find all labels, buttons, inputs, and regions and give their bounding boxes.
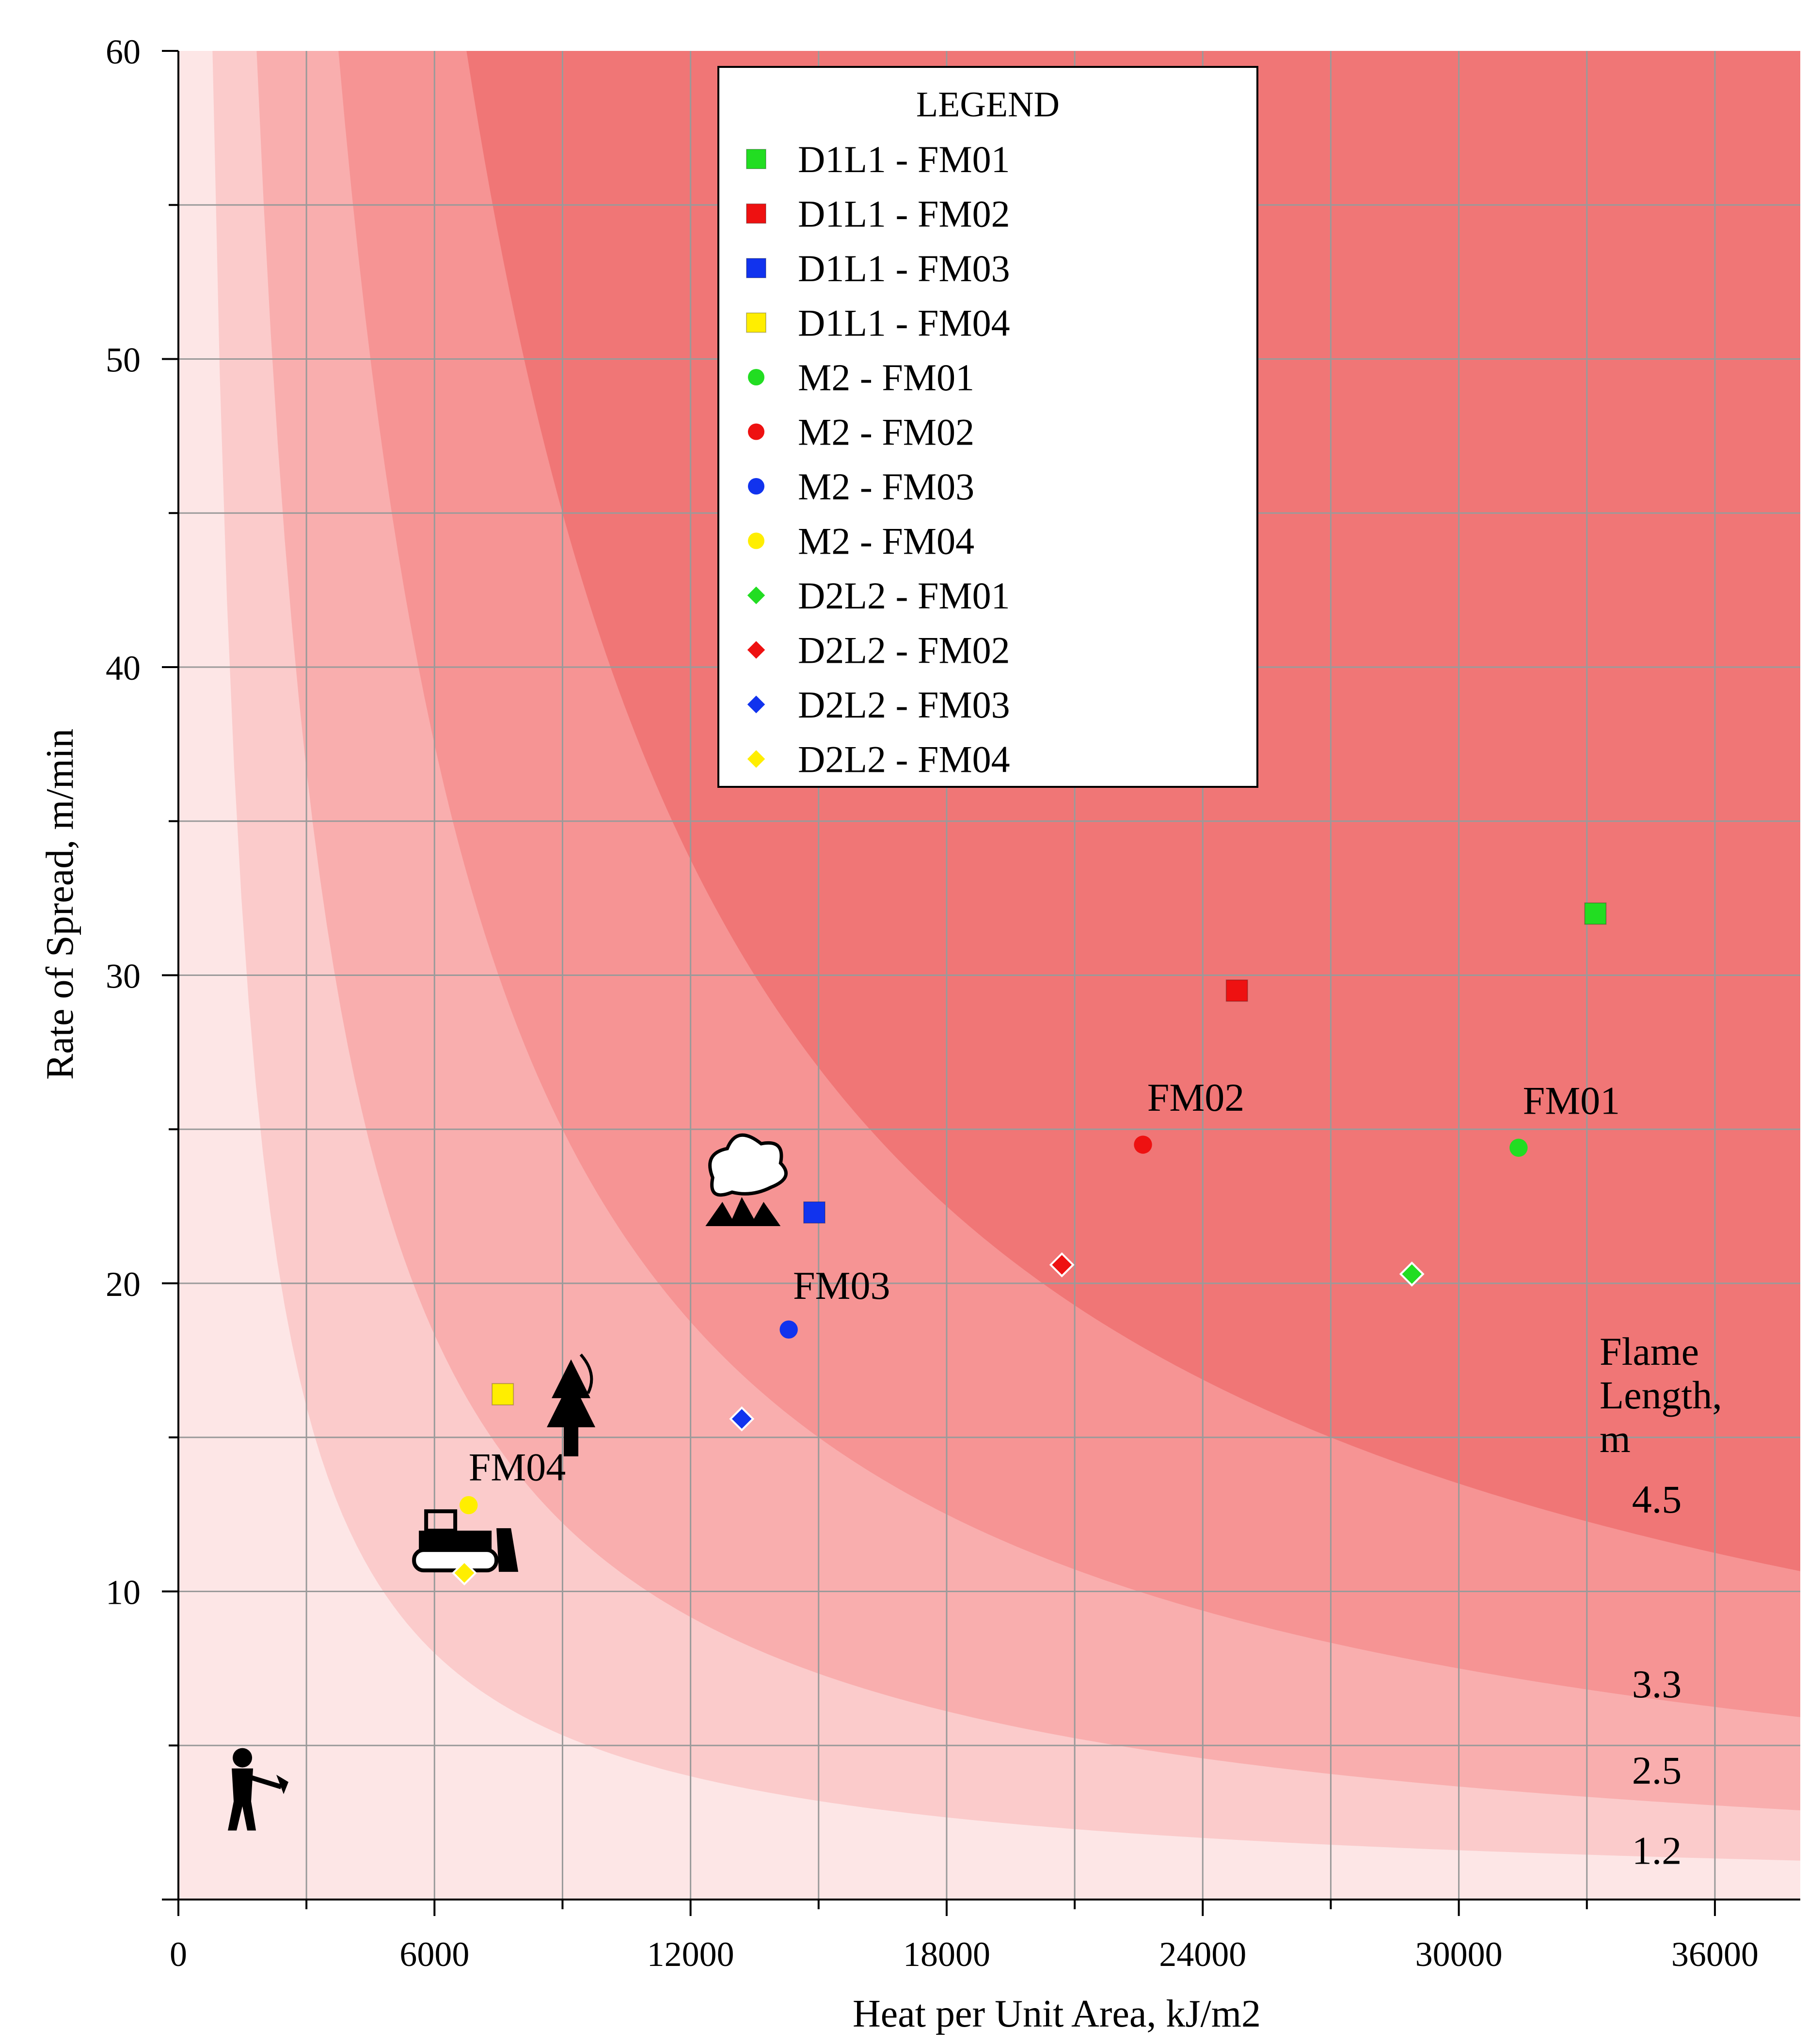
x-tick-label: 30000 bbox=[1415, 1935, 1503, 1974]
y-tick-label: 60 bbox=[106, 32, 141, 71]
tree-torching-icon bbox=[547, 1353, 596, 1456]
data-points bbox=[452, 902, 1607, 1586]
legend-label: D1L1 - FM03 bbox=[798, 247, 1010, 289]
legend-label: D2L2 - FM04 bbox=[798, 738, 1010, 781]
y-tick-label: 30 bbox=[106, 957, 141, 996]
legend-label: D2L2 - FM03 bbox=[798, 684, 1010, 726]
legend-label: D2L2 - FM01 bbox=[798, 575, 1010, 617]
data-point bbox=[1225, 979, 1248, 1002]
y-axis-title: Rate of Spread, m/min bbox=[39, 729, 81, 1080]
data-point bbox=[729, 1406, 755, 1432]
y-tick-label: 40 bbox=[106, 649, 141, 687]
y-tick-label: 10 bbox=[106, 1573, 141, 1612]
flame-length-label: 3.3 bbox=[1632, 1662, 1682, 1706]
data-point bbox=[452, 1560, 477, 1586]
point-annotations: FM01 FM02 FM03 FM04 bbox=[469, 1075, 1620, 1489]
legend-marker bbox=[745, 693, 768, 716]
legend-marker bbox=[748, 478, 764, 495]
data-point bbox=[1399, 1262, 1425, 1287]
data-point bbox=[1509, 1138, 1528, 1157]
legend-entries: D1L1 - FM01 D1L1 - FM02 D1L1 - FM03 D1L1 - … bbox=[745, 138, 1010, 781]
legend-marker bbox=[745, 747, 768, 771]
legend-box bbox=[717, 66, 1258, 788]
flame-length-label: 4.5 bbox=[1632, 1477, 1682, 1521]
legend-marker bbox=[748, 532, 764, 549]
x-tick-label: 6000 bbox=[399, 1935, 469, 1974]
dozer-icon bbox=[412, 1509, 519, 1573]
point-annotation: FM04 bbox=[469, 1445, 566, 1489]
data-point bbox=[803, 1201, 825, 1224]
legend-marker bbox=[746, 149, 766, 169]
legend-marker bbox=[746, 203, 766, 224]
legend-label: M2 - FM03 bbox=[798, 465, 974, 508]
data-point bbox=[1134, 1135, 1152, 1154]
hand-crew-icon bbox=[228, 1748, 289, 1831]
flame-length-title-line-2: Length, bbox=[1600, 1373, 1722, 1417]
x-tick-label: 36000 bbox=[1671, 1935, 1759, 1974]
x-axis-title: Heat per Unit Area, kJ/m2 bbox=[853, 1993, 1261, 2035]
legend-marker bbox=[745, 638, 768, 662]
legend-title: LEGEND bbox=[916, 85, 1060, 125]
axis-ticks: 0 6000 12000 18000 24000 30000 36000 10 20 30 40 50… bbox=[106, 32, 1759, 1974]
legend-label: D1L1 - FM04 bbox=[798, 302, 1010, 344]
x-tick-label: 0 bbox=[170, 1935, 187, 1974]
y-tick-label: 50 bbox=[106, 341, 141, 380]
crown-fire-icon bbox=[705, 1133, 788, 1227]
data-point bbox=[779, 1320, 798, 1339]
legend-label: M2 - FM04 bbox=[798, 520, 974, 562]
legend-label: M2 - FM02 bbox=[798, 411, 974, 453]
data-point bbox=[1049, 1252, 1075, 1278]
data-point bbox=[1584, 902, 1607, 925]
data-point bbox=[492, 1383, 514, 1405]
x-tick-label: 24000 bbox=[1159, 1935, 1246, 1974]
x-tick-label: 18000 bbox=[903, 1935, 990, 1974]
legend-marker bbox=[748, 423, 764, 440]
flame-length-title-line-1: Flame bbox=[1600, 1329, 1699, 1373]
legend-label: D2L2 - FM02 bbox=[798, 629, 1010, 671]
legend: LEGEND D1L1 - FM01 D1L1 - FM02 D1L1 - FM03… bbox=[717, 66, 1258, 788]
flame-length-labels: Flame Length, m 1.2 2.5 3.3 4.5 bbox=[1600, 1329, 1722, 1872]
point-annotation: FM03 bbox=[793, 1263, 890, 1308]
legend-marker bbox=[746, 258, 766, 278]
data-point bbox=[460, 1496, 478, 1515]
legend-label: D1L1 - FM01 bbox=[798, 138, 1010, 180]
legend-marker bbox=[748, 369, 764, 385]
x-tick-label: 12000 bbox=[647, 1935, 734, 1974]
y-tick-label: 20 bbox=[106, 1265, 141, 1304]
legend-label: D1L1 - FM02 bbox=[798, 193, 1010, 235]
point-annotation: FM02 bbox=[1147, 1075, 1245, 1119]
legend-label: M2 - FM01 bbox=[798, 356, 974, 399]
flame-length-label: 1.2 bbox=[1632, 1828, 1682, 1872]
flame-length-title-line-3: m bbox=[1600, 1417, 1631, 1461]
flame-length-label: 2.5 bbox=[1632, 1748, 1682, 1792]
point-annotation: FM01 bbox=[1523, 1078, 1620, 1122]
suppression-icons bbox=[228, 1133, 788, 1831]
legend-marker bbox=[745, 584, 768, 607]
legend-marker bbox=[746, 312, 766, 333]
